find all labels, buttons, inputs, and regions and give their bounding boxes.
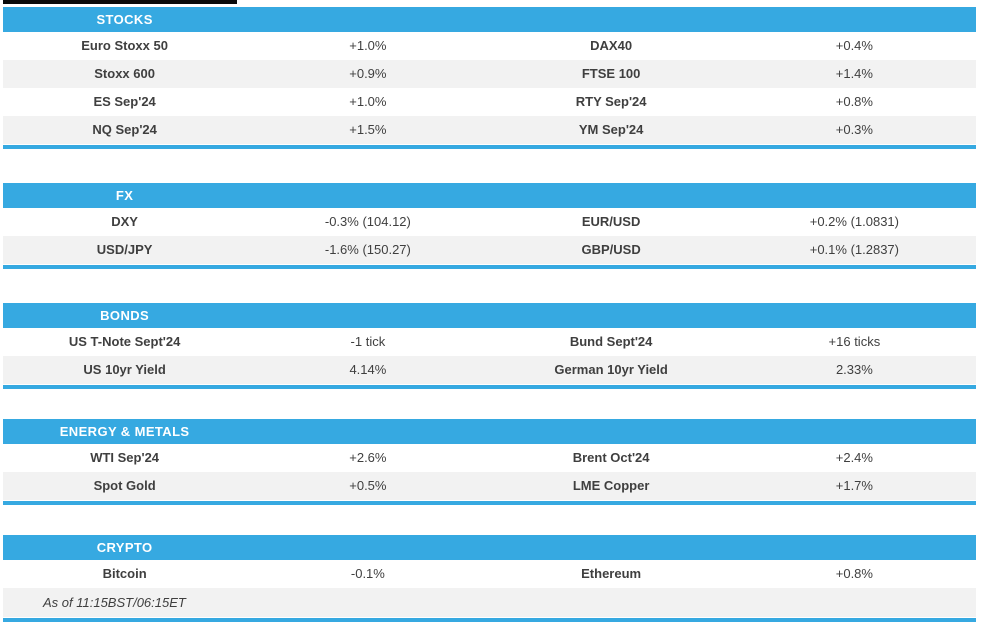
section-header: STOCKS: [3, 7, 976, 32]
table-row: Stoxx 600 +0.9% FTSE 100 +1.4%: [3, 60, 976, 88]
instrument-change: +0.3%: [835, 122, 873, 137]
section-bottom-border: [3, 145, 976, 149]
instrument-change: +1.0%: [349, 94, 387, 109]
section-header: CRYPTO: [3, 535, 976, 560]
instrument-name: NQ Sep'24: [92, 122, 157, 137]
instrument-change: -0.3% (104.12): [324, 214, 411, 229]
section-header: BONDS: [3, 303, 976, 328]
section-title: CRYPTO: [96, 540, 153, 555]
table-row: ES Sep'24 +1.0% RTY Sep'24 +0.8%: [3, 88, 976, 116]
section-title: BONDS: [100, 308, 150, 323]
instrument-change: +0.2% (1.0831): [809, 214, 899, 229]
section-header: ENERGY & METALS: [3, 419, 976, 444]
instrument-name: Stoxx 600: [94, 66, 155, 81]
instrument-change: +0.4%: [835, 38, 873, 53]
instrument-name: DXY: [111, 214, 138, 229]
section-rows: Euro Stoxx 50 +1.0% DAX40 +0.4% Stoxx 60…: [3, 32, 976, 144]
instrument-change: -1.6% (150.27): [324, 242, 411, 257]
section-bottom-border: [3, 618, 976, 622]
instrument-change: +0.5%: [349, 478, 387, 493]
instrument-change: +16 ticks: [828, 334, 881, 349]
instrument-change: +2.6%: [349, 450, 387, 465]
as-of-row: As of 11:15BST/06:15ET: [3, 588, 976, 617]
instrument-change: +0.1% (1.2837): [809, 242, 899, 257]
table-row: WTI Sep'24 +2.6% Brent Oct'24 +2.4%: [3, 444, 976, 472]
market-tables: STOCKS Euro Stoxx 50 +1.0% DAX40 +0.4% S…: [3, 7, 976, 622]
section-bottom-border: [3, 265, 976, 269]
section-rows: WTI Sep'24 +2.6% Brent Oct'24 +2.4% Spot…: [3, 444, 976, 500]
section-rows: US T-Note Sept'24 -1 tick Bund Sept'24 +…: [3, 328, 976, 384]
instrument-name: USD/JPY: [96, 242, 153, 257]
section-title: ENERGY & METALS: [59, 424, 190, 439]
instrument-change: -1 tick: [350, 334, 386, 349]
instrument-name: FTSE 100: [581, 66, 641, 81]
market-summary-page: STOCKS Euro Stoxx 50 +1.0% DAX40 +0.4% S…: [3, 0, 976, 622]
section-fx: FX DXY -0.3% (104.12) EUR/USD +0.2% (1.0…: [3, 183, 976, 269]
instrument-change: +0.8%: [835, 94, 873, 109]
instrument-name: Bitcoin: [102, 566, 147, 581]
section-bottom-border: [3, 501, 976, 505]
instrument-change: +2.4%: [835, 450, 873, 465]
instrument-name: Bund Sept'24: [569, 334, 653, 349]
instrument-name: US T-Note Sept'24: [68, 334, 181, 349]
instrument-name: EUR/USD: [581, 214, 641, 229]
table-row: NQ Sep'24 +1.5% YM Sep'24 +0.3%: [3, 116, 976, 144]
instrument-name: WTI Sep'24: [90, 450, 160, 465]
instrument-name: Brent Oct'24: [572, 450, 650, 465]
table-row: USD/JPY -1.6% (150.27) GBP/USD +0.1% (1.…: [3, 236, 976, 264]
instrument-change: +0.8%: [835, 566, 873, 581]
section-bonds: BONDS US T-Note Sept'24 -1 tick Bund Sep…: [3, 303, 976, 389]
table-row: Euro Stoxx 50 +1.0% DAX40 +0.4%: [3, 32, 976, 60]
top-crop-artifact: [3, 0, 237, 4]
instrument-name: LME Copper: [572, 478, 650, 493]
instrument-name: YM Sep'24: [578, 122, 644, 137]
instrument-name: US 10yr Yield: [83, 362, 166, 377]
section-title: STOCKS: [96, 12, 153, 27]
table-row: Bitcoin -0.1% Ethereum +0.8%: [3, 560, 976, 588]
instrument-change: +0.9%: [349, 66, 387, 81]
instrument-name: Ethereum: [581, 566, 642, 581]
section-energy-metals: ENERGY & METALS WTI Sep'24 +2.6% Brent O…: [3, 419, 976, 505]
instrument-change: +1.4%: [835, 66, 873, 81]
instrument-name: Euro Stoxx 50: [81, 38, 168, 53]
section-crypto: CRYPTO Bitcoin -0.1% Ethereum +0.8% As o…: [3, 535, 976, 622]
section-title: FX: [115, 188, 134, 203]
instrument-change: +1.5%: [349, 122, 387, 137]
instrument-change: -0.1%: [350, 566, 385, 581]
instrument-name: Spot Gold: [93, 478, 156, 493]
table-row: US T-Note Sept'24 -1 tick Bund Sept'24 +…: [3, 328, 976, 356]
section-header: FX: [3, 183, 976, 208]
table-row: Spot Gold +0.5% LME Copper +1.7%: [3, 472, 976, 500]
instrument-change: 2.33%: [835, 362, 873, 377]
instrument-change: +1.0%: [349, 38, 387, 53]
section-bottom-border: [3, 385, 976, 389]
instrument-change: 4.14%: [349, 362, 387, 377]
instrument-name: DAX40: [590, 38, 633, 53]
instrument-name: German 10yr Yield: [554, 362, 668, 377]
instrument-name: RTY Sep'24: [575, 94, 647, 109]
section-stocks: STOCKS Euro Stoxx 50 +1.0% DAX40 +0.4% S…: [3, 7, 976, 149]
table-row: US 10yr Yield 4.14% German 10yr Yield 2.…: [3, 356, 976, 384]
instrument-name: GBP/USD: [581, 242, 641, 257]
section-rows: Bitcoin -0.1% Ethereum +0.8% As of 11:15…: [3, 560, 976, 617]
as-of-timestamp: As of 11:15BST/06:15ET: [43, 595, 186, 610]
instrument-change: +1.7%: [835, 478, 873, 493]
instrument-name: ES Sep'24: [93, 94, 156, 109]
section-rows: DXY -0.3% (104.12) EUR/USD +0.2% (1.0831…: [3, 208, 976, 264]
table-row: DXY -0.3% (104.12) EUR/USD +0.2% (1.0831…: [3, 208, 976, 236]
